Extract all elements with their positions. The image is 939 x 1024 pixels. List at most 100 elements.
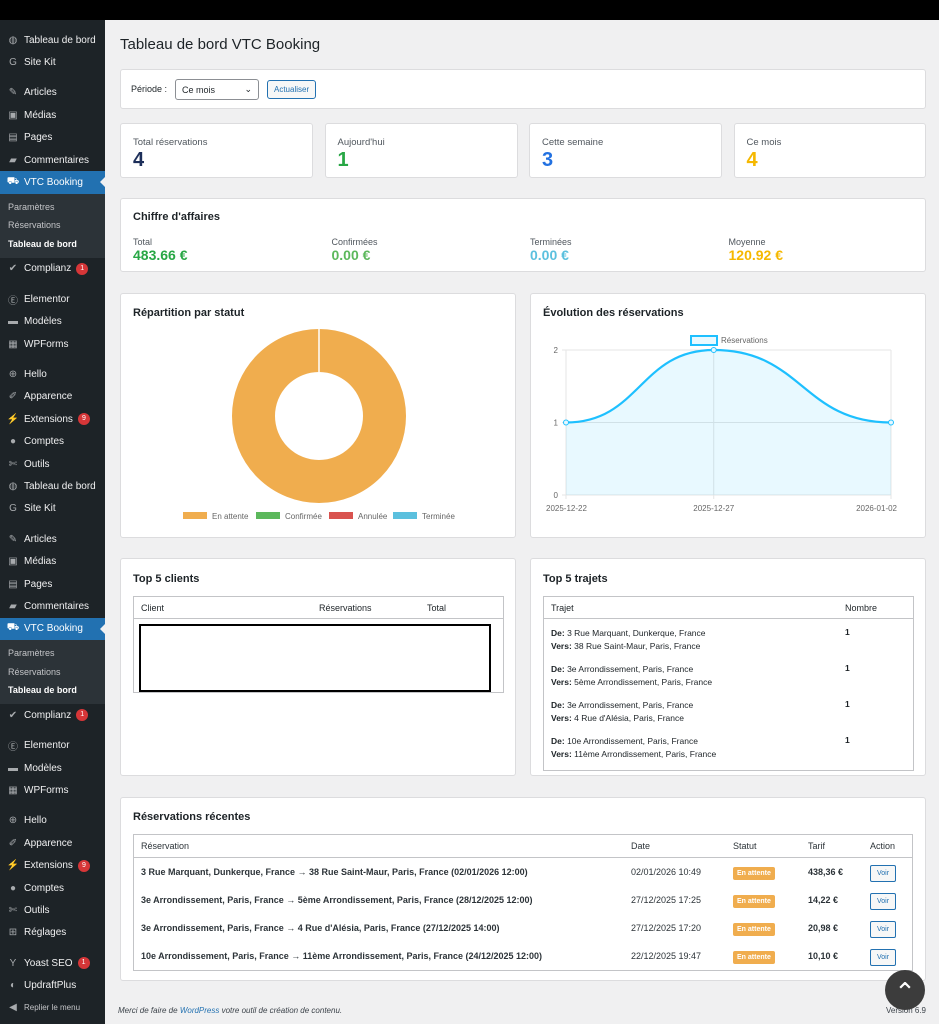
- top-trips-table: Trajet Nombre De: 3 Rue Marquant, Dunker…: [543, 596, 914, 771]
- sidebar-item-label: Tableau de bord: [24, 34, 96, 46]
- sidebar-item-elementor[interactable]: Ⓔ Elementor: [0, 735, 105, 757]
- view-button[interactable]: Voir: [870, 865, 897, 882]
- sidebar-item-extensions[interactable]: ⚡ Extensions 9: [0, 854, 105, 876]
- top-trips-title: Top 5 trajets: [543, 573, 608, 585]
- sidebar-item-apparence[interactable]: ✐ Apparence: [0, 386, 105, 408]
- evolution-chart-card: Évolution des réservations 0 1 2 2025-12-22…: [530, 293, 926, 538]
- sidebar-item-label: Outils: [24, 458, 50, 470]
- sidebar-item-label: WPForms: [24, 784, 69, 796]
- view-button[interactable]: Voir: [870, 893, 897, 910]
- reservation-tarif: 14,22 €: [808, 895, 839, 905]
- sidebar-item-outils[interactable]: ✄ Outils: [0, 899, 105, 921]
- trip-cell: De: 3e Arrondissement, Paris, France Vers…: [551, 663, 845, 691]
- sidebar-item-comptes[interactable]: ● Comptes: [0, 877, 105, 899]
- recent-reservations-card: Réservations récentes Réservation Date Sta…: [120, 797, 926, 981]
- sidebar-item-tableau-de-bord[interactable]: ◍ Tableau de bord: [0, 475, 105, 497]
- period-select[interactable]: Ce mois ⌄: [175, 79, 259, 100]
- sidebar-item-articles[interactable]: ✎ Articles: [0, 82, 105, 104]
- legend-label[interactable]: Terminée: [422, 512, 455, 521]
- sidebar-item-me-dias[interactable]: ▣ Médias: [0, 550, 105, 572]
- sidebar-item-complianz[interactable]: ✔ Complianz 1: [0, 704, 105, 726]
- status-badge: En attente: [733, 951, 775, 964]
- pages-icon: ▤: [8, 578, 18, 590]
- sidebar-item-site-kit[interactable]: G Site Kit: [0, 498, 105, 520]
- sidebar-item-tableau-de-bord[interactable]: ◍ Tableau de bord: [0, 29, 105, 51]
- submenu-item[interactable]: Réservations: [8, 220, 61, 231]
- chevron-down-icon: ⌄: [244, 84, 252, 94]
- wrench-icon: ✄: [8, 904, 18, 916]
- data-point[interactable]: [563, 419, 569, 426]
- sidebar-item-commentaires[interactable]: ▰ Commentaires: [0, 595, 105, 617]
- forms-icon: ▦: [8, 784, 18, 796]
- sidebar-item-site-kit[interactable]: G Site Kit: [0, 51, 105, 73]
- status-badge: En attente: [733, 895, 775, 908]
- from-address: 3 Rue Marquant, Dunkerque, France: [564, 628, 706, 638]
- status-badge: En attente: [733, 867, 775, 880]
- sidebar-item-pages[interactable]: ▤ Pages: [0, 573, 105, 595]
- submenu-item[interactable]: Paramètres: [8, 648, 55, 659]
- sidebar-item-mode-les[interactable]: ▬ Modèles: [0, 311, 105, 333]
- sidebar-item-complianz[interactable]: ✔ Complianz 1: [0, 258, 105, 280]
- sidebar-item-label: Réglages: [24, 927, 67, 939]
- sidebar-item-replier-le-menu[interactable]: ◀ Replier le menu: [0, 997, 105, 1019]
- submenu-item[interactable]: Tableau de bord: [8, 685, 77, 696]
- submenu: Paramètres Réservations Tableau de bord: [0, 193, 105, 258]
- sidebar-item-label: WPForms: [24, 338, 69, 350]
- sidebar-item-vtc-booking[interactable]: ⛟ VTC Booking: [0, 617, 105, 641]
- sidebar-item-yoast-seo[interactable]: Y Yoast SEO 1: [0, 952, 105, 974]
- submenu-item[interactable]: Tableau de bord: [8, 239, 77, 250]
- legend-label[interactable]: Réservations: [721, 336, 768, 345]
- sidebar-item-wpforms[interactable]: ▦ WPForms: [0, 333, 105, 355]
- trip-row: De: 3 Rue Marquant, Dunkerque, France Ver…: [544, 623, 913, 659]
- reservation-tarif: 20,98 €: [808, 923, 839, 933]
- sidebar-item-pages[interactable]: ▤ Pages: [0, 127, 105, 149]
- legend-label[interactable]: Annulée: [358, 512, 388, 521]
- sidebar-item-vtc-booking[interactable]: ⛟ VTC Booking: [0, 171, 105, 194]
- sidebar-item-outils[interactable]: ✄ Outils: [0, 453, 105, 475]
- submenu-item[interactable]: Paramètres: [8, 201, 55, 212]
- check-icon: ✔: [8, 709, 18, 721]
- to-address: 11ème Arrondissement, Paris, France: [571, 749, 717, 759]
- sidebar-item-hello[interactable]: ⊕ Hello: [0, 363, 105, 385]
- sidebar-item-hello[interactable]: ⊕ Hello: [0, 810, 105, 832]
- car-icon: ⛟: [6, 176, 20, 188]
- data-point[interactable]: [888, 419, 894, 426]
- sidebar-item-mode-les[interactable]: ▬ Modèles: [0, 757, 105, 779]
- plus-icon: ⊕: [8, 369, 18, 381]
- sidebar-item-extensions[interactable]: ⚡ Extensions 9: [0, 408, 105, 430]
- submenu-item[interactable]: Réservations: [8, 666, 61, 677]
- sidebar-item-articles[interactable]: ✎ Articles: [0, 528, 105, 550]
- legend-label[interactable]: En attente: [212, 512, 249, 521]
- sidebar-item-commentaires[interactable]: ▰ Commentaires: [0, 149, 105, 171]
- sidebar-item-wpforms[interactable]: ▦ WPForms: [0, 779, 105, 801]
- brush-icon: ✐: [8, 837, 18, 849]
- sidebar-item-elementor[interactable]: Ⓔ Elementor: [0, 288, 105, 310]
- stat-card: Total réservations 4: [120, 123, 313, 178]
- trip-count: 1: [845, 699, 850, 709]
- view-button[interactable]: Voir: [870, 949, 897, 966]
- sidebar-item-apparence[interactable]: ✐ Apparence: [0, 832, 105, 854]
- data-point[interactable]: [710, 347, 717, 353]
- sidebar-item-re-glages[interactable]: ⊞ Réglages: [0, 922, 105, 944]
- view-button[interactable]: Voir: [870, 921, 897, 938]
- top-clients-card: Top 5 clients Client Réservations Total: [120, 558, 516, 776]
- revenue-title: Chiffre d'affaires: [133, 211, 220, 223]
- recent-table: Réservation Date Statut Tarif Action 3 Rue Ma…: [133, 834, 913, 971]
- user-icon: ●: [9, 882, 17, 894]
- sidebar-item-me-dias[interactable]: ▣ Médias: [0, 104, 105, 126]
- updraft-icon: ◐: [9, 980, 17, 992]
- legend-label[interactable]: Confirmée: [285, 512, 322, 521]
- wordpress-link[interactable]: WordPress: [179, 1006, 220, 1015]
- sidebar-item-comptes[interactable]: ● Comptes: [0, 431, 105, 453]
- folder-icon: ▬: [8, 316, 18, 328]
- stat-label: Total réservations: [133, 137, 208, 148]
- reservation-date: 22/12/2025 19:47: [631, 951, 702, 961]
- menu-separator: [0, 802, 105, 810]
- scroll-top-button[interactable]: ⌃: [885, 970, 925, 1010]
- refresh-button[interactable]: Actualiser: [267, 80, 317, 99]
- sidebar-item-updraftplus[interactable]: ◐ UpdraftPlus: [0, 974, 105, 996]
- revenue-label: Moyenne: [728, 237, 766, 247]
- revenue-card: Chiffre d'affaires Total 483.66 € Confirmé…: [120, 198, 926, 272]
- pin-icon: ✎: [8, 533, 18, 545]
- trip-cell: De: 10e Arrondissement, Paris, France Ver…: [551, 735, 845, 763]
